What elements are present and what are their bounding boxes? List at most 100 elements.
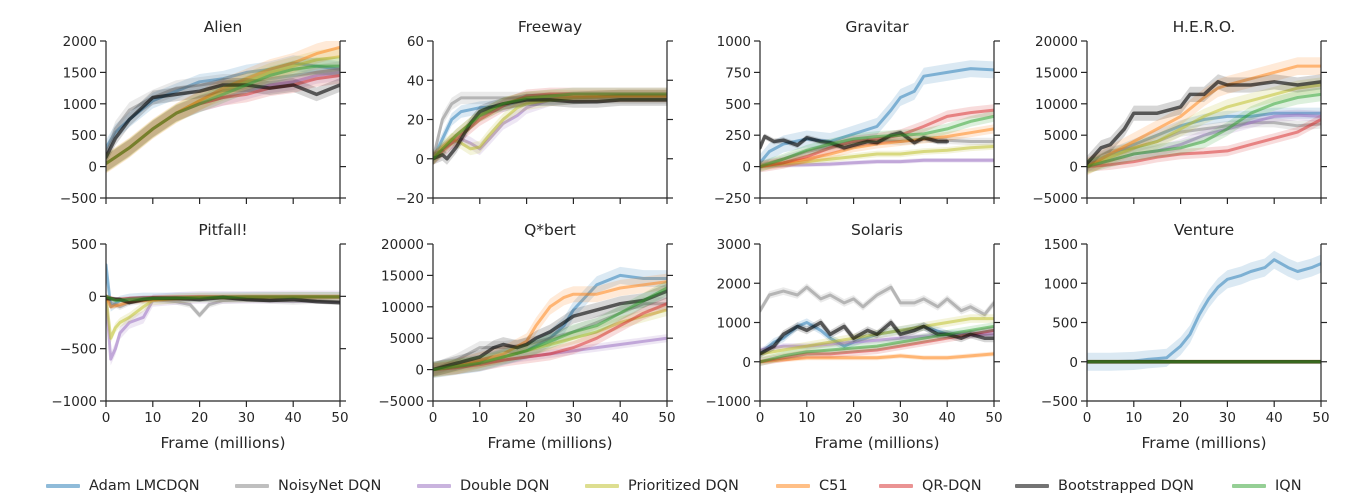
series-line-double-dqn	[760, 158, 994, 169]
legend-item-bootstrapped-dqn: Bootstrapped DQN	[1015, 474, 1194, 498]
subplot-alien: Alien −500 0 500 1000 1500 2000	[60, 18, 346, 207]
series-line-bootstrapped-dqn	[1087, 80, 1321, 166]
y-tick-label: 15000	[1035, 65, 1078, 81]
subplot-gravitar: Gravitar −250 0 250 500 750 1000	[714, 18, 1000, 207]
legend-label-adam-lmcdqn: Adam LMCDQN	[89, 478, 200, 494]
y-tick-label: 3000	[717, 237, 751, 253]
legend-label-prioritized-dqn: Prioritized DQN	[628, 478, 739, 494]
y-tick-label: −20	[396, 191, 425, 207]
legend-item-c51: C51	[776, 474, 848, 498]
legend-swatch-c51	[776, 484, 810, 488]
legend-item-noisynet-dqn: NoisyNet DQN	[235, 474, 381, 498]
y-tick-label: 1500	[1044, 237, 1078, 253]
band-iqn	[433, 280, 667, 378]
band-c51	[1087, 57, 1321, 176]
x-tick-label: 30	[1219, 410, 1236, 426]
legend-swatch-iqn	[1232, 484, 1266, 488]
legend-item-qr-dqn: QR-DQN	[879, 474, 982, 498]
legend-item-adam-lmcdqn: Adam LMCDQN	[46, 474, 200, 498]
y-tick-label: 0	[88, 289, 97, 305]
series-line-iqn	[1087, 92, 1321, 169]
legend-item-prioritized-dqn: Prioritized DQN	[585, 474, 739, 498]
series-line-c51	[1087, 64, 1321, 169]
x-axis-label: Frame (millions)	[487, 434, 612, 452]
series-line-iqn	[760, 324, 994, 364]
y-tick-label: 0	[88, 160, 97, 176]
legend-swatch-noisynet-dqn	[235, 484, 269, 488]
subplot-title-pitfall: Pitfall!	[198, 221, 247, 239]
subplot-venture: Venture −500 0 500 1000 1500 0 10 20 30 40 50 Frame …	[1041, 221, 1330, 452]
subplot-pitfall: Pitfall! −1000 −500 0 500 0 10 20 30 40 50 Frame (m…	[51, 221, 348, 452]
legend-swatch-prioritized-dqn	[585, 484, 619, 488]
y-tick-label: 0	[415, 152, 424, 168]
x-tick-label: 30	[238, 410, 255, 426]
subplot-title-alien: Alien	[204, 18, 243, 36]
x-axis-label: Frame (millions)	[160, 434, 285, 452]
series-line-noisynet-dqn	[760, 285, 994, 317]
series-line-qr-dqn	[1087, 118, 1321, 169]
subplot-q-bert: Q*bert −5000 0 5000 10000 15000 20000 0 10 20 30 40…	[378, 221, 675, 452]
band-qr-dqn	[433, 297, 667, 377]
y-tick-label: 10000	[381, 300, 424, 316]
plot-area	[106, 260, 340, 366]
y-tick-label: 1000	[63, 97, 97, 113]
legend-label-noisynet-dqn: NoisyNet DQN	[278, 478, 382, 494]
y-tick-label: −1000	[51, 394, 97, 410]
legend-label-iqn: IQN	[1275, 478, 1302, 494]
x-tick-label: 20	[845, 410, 862, 426]
legend-item-iqn: IQN	[1232, 474, 1302, 498]
series-line-prioritized-dqn	[760, 145, 994, 169]
series-line-adam-lmcdqn	[760, 321, 994, 356]
y-tick-label: 15000	[381, 268, 424, 284]
x-tick-label: 40	[939, 410, 956, 426]
band-double-dqn	[1087, 109, 1321, 173]
x-tick-label: 0	[1083, 410, 1092, 426]
band-bootstrapped-dqn	[760, 318, 994, 358]
plot-area	[760, 60, 994, 173]
legend-swatch-double-dqn	[417, 484, 451, 488]
x-tick-label: 20	[518, 410, 535, 426]
x-axis-label: Frame (millions)	[1141, 434, 1266, 452]
y-tick-label: 20	[407, 113, 424, 129]
x-tick-label: 40	[1266, 410, 1283, 426]
x-tick-label: 50	[985, 410, 1002, 426]
x-tick-label: 50	[658, 410, 675, 426]
series-line-iqn	[760, 114, 994, 169]
y-tick-label: −5000	[1032, 191, 1078, 207]
x-tick-label: 30	[892, 410, 909, 426]
legend-label-qr-dqn: QR-DQN	[922, 478, 982, 494]
y-tick-label: −500	[60, 191, 97, 207]
legend-swatch-bootstrapped-dqn	[1015, 484, 1049, 488]
y-tick-label: 500	[725, 97, 751, 113]
legend-label-c51: C51	[819, 478, 848, 494]
legend-swatch-qr-dqn	[879, 484, 913, 488]
y-tick-label: 750	[725, 65, 751, 81]
subplot-h-e-r-o: H.E.R.O. −5000 0 5000 10000 15000 20000	[1032, 18, 1327, 207]
subplot-freeway: Freeway −20 0 20 40 60	[396, 18, 673, 207]
series-line-bootstrapped-dqn	[760, 320, 994, 356]
figure-canvas: Alien−5000500100015002000Freeway−2002040…	[51, 18, 1330, 452]
band-qr-dqn	[1087, 114, 1321, 172]
y-tick-label: 1000	[717, 34, 751, 50]
band-prioritized-dqn	[1087, 77, 1321, 175]
y-tick-label: 1500	[63, 65, 97, 81]
subplot-title-freeway: Freeway	[518, 18, 582, 36]
band-iqn	[760, 111, 994, 172]
series-line-iqn	[433, 286, 667, 372]
series-line-noisynet-dqn	[106, 67, 340, 156]
series-line-iqn	[106, 64, 340, 165]
y-tick-label: 40	[407, 73, 424, 89]
y-tick-label: −250	[714, 191, 751, 207]
y-tick-label: 0	[1069, 160, 1078, 176]
plot-area	[1087, 57, 1321, 176]
band-adam-lmcdqn	[760, 60, 994, 172]
legend-swatch-adam-lmcdqn	[46, 484, 80, 488]
series-line-prioritized-dqn	[1087, 83, 1321, 169]
legend: Adam LMCDQN NoisyNet DQN Double DQN Prio…	[0, 474, 1350, 498]
series-line-bootstrapped-dqn	[760, 130, 949, 150]
y-tick-label: 500	[71, 128, 97, 144]
y-tick-label: 2000	[717, 276, 751, 292]
band-iqn	[760, 322, 994, 367]
y-tick-label: 20000	[381, 237, 424, 253]
plot-area	[433, 266, 667, 379]
